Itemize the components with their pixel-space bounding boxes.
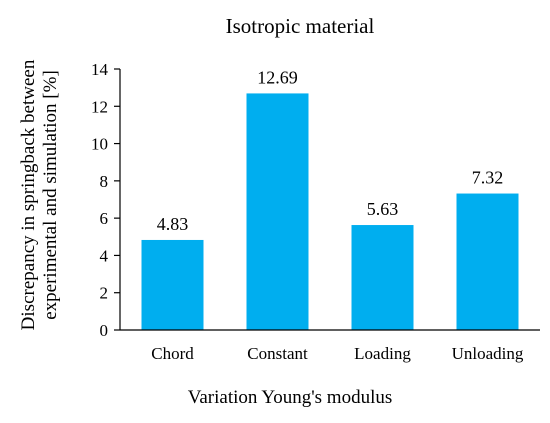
x-tick-label: Loading (354, 344, 411, 363)
bar (351, 225, 414, 330)
data-label: 12.69 (257, 67, 298, 87)
y-tick-label: 0 (100, 321, 109, 340)
data-label: 5.63 (367, 199, 399, 219)
y-tick-label: 8 (100, 172, 109, 191)
chart-title: Isotropic material (226, 14, 375, 38)
y-tick-label: 10 (91, 135, 108, 154)
x-tick-label: Constant (247, 344, 308, 363)
data-label: 7.32 (472, 168, 504, 188)
y-axis-label-line-2: experimental and simulation [%] (40, 70, 61, 320)
y-tick-label: 4 (100, 246, 109, 265)
y-axis-label-line-1: Discrepancy in springback between (18, 59, 39, 330)
y-tick-label: 14 (91, 60, 109, 79)
y-tick-label: 6 (100, 209, 109, 228)
x-tick-label: Chord (151, 344, 194, 363)
bar (141, 239, 204, 330)
bar (456, 193, 519, 330)
plot-area: 0 2 4 6 8 10 12 14 4.83 Chord 12.69 Constant 5.63 Loa… (91, 60, 540, 363)
x-tick-label: Unloading (452, 344, 524, 363)
x-axis-label: Variation Young's modulus (188, 387, 393, 408)
bar (246, 93, 309, 330)
y-tick-label: 2 (100, 284, 109, 303)
data-label: 4.83 (157, 214, 189, 234)
y-tick-label: 12 (91, 97, 108, 116)
